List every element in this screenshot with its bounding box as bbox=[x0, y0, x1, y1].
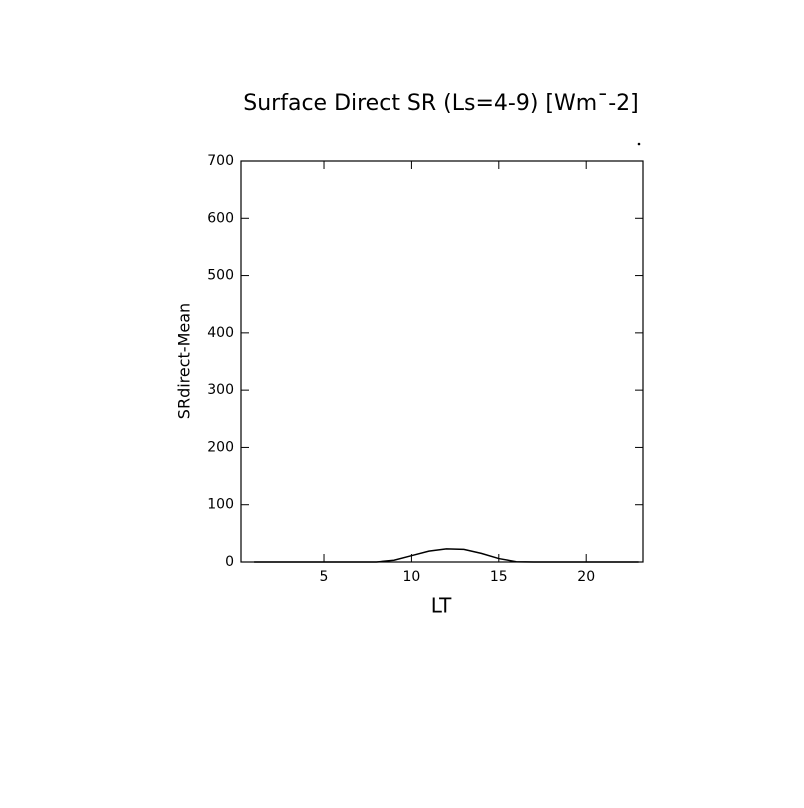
plot-frame bbox=[240, 160, 644, 563]
dot bbox=[637, 142, 641, 146]
y-tick-label: 300 bbox=[207, 382, 234, 398]
x-tick-label: 5 bbox=[320, 569, 329, 585]
y-tick-label: 700 bbox=[207, 153, 234, 169]
x-tick-label: 20 bbox=[577, 569, 595, 585]
x-tick-label: 10 bbox=[402, 569, 420, 585]
x-axis-label: LT bbox=[431, 594, 452, 618]
y-axis-label: SRdirect-Mean bbox=[175, 303, 194, 419]
x-tick-label: 15 bbox=[490, 569, 508, 585]
chart-title: Surface Direct SR (Ls=4-9) [Wm¯-2] bbox=[243, 91, 638, 116]
y-tick-label: 600 bbox=[207, 210, 234, 226]
y-tick-label: 0 bbox=[225, 554, 234, 570]
y-tick-label: 100 bbox=[207, 497, 234, 513]
y-tick-label: 400 bbox=[207, 325, 234, 341]
data-line bbox=[254, 548, 639, 563]
y-tick-label: 200 bbox=[207, 439, 234, 455]
y-tick-label: 500 bbox=[207, 268, 234, 284]
